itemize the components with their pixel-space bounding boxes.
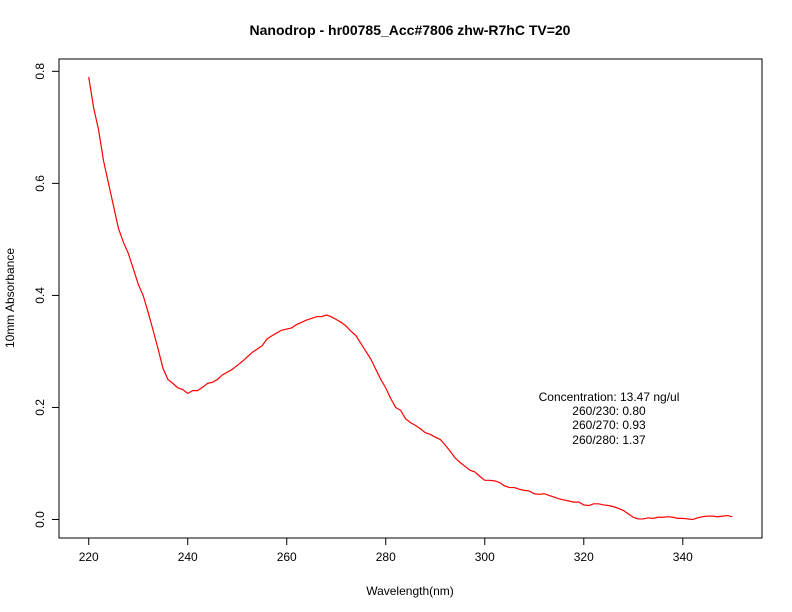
x-tick-label: 320 — [574, 550, 594, 564]
stats-annotation: Concentration: 13.47 ng/ul 260/230: 0.80… — [539, 390, 680, 447]
y-tick-label: 0.4 — [33, 287, 47, 304]
chart-title: Nanodrop - hr00785_Acc#7806 zhw-R7hC TV=… — [250, 22, 571, 38]
plot-frame — [58, 58, 763, 539]
x-tick-label: 300 — [475, 550, 495, 564]
y-tick-label: 0.2 — [33, 399, 47, 416]
ratio-260-230-text: 260/230: 0.80 — [572, 404, 646, 418]
y-tick-label: 0.0 — [33, 511, 47, 528]
y-tick-label: 0.6 — [33, 175, 47, 192]
x-tick-label: 340 — [673, 550, 693, 564]
ratio-260-280-text: 260/280: 1.37 — [572, 433, 646, 447]
x-tick-label: 260 — [277, 550, 297, 564]
concentration-text: Concentration: 13.47 ng/ul — [539, 390, 680, 404]
x-axis: 220 240 260 280 300 320 340 — [79, 537, 693, 564]
y-tick-label: 0.8 — [33, 63, 47, 80]
ratio-260-270-text: 260/270: 0.93 — [572, 418, 646, 432]
x-tick-label: 240 — [178, 550, 198, 564]
y-axis: 0.0 0.2 0.4 0.6 0.8 — [33, 63, 60, 528]
x-tick-label: 220 — [79, 550, 99, 564]
absorbance-line — [88, 76, 733, 521]
x-tick-label: 280 — [376, 550, 396, 564]
x-axis-label: Wavelength(nm) — [366, 584, 454, 598]
y-axis-label: 10mm Absorbance — [3, 248, 17, 348]
